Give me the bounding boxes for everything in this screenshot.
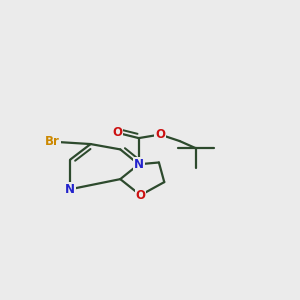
Text: N: N bbox=[65, 183, 75, 196]
Text: O: O bbox=[155, 128, 165, 141]
Text: O: O bbox=[136, 189, 146, 202]
Text: N: N bbox=[134, 158, 144, 171]
Text: O: O bbox=[112, 126, 122, 139]
Text: Br: Br bbox=[45, 135, 60, 148]
